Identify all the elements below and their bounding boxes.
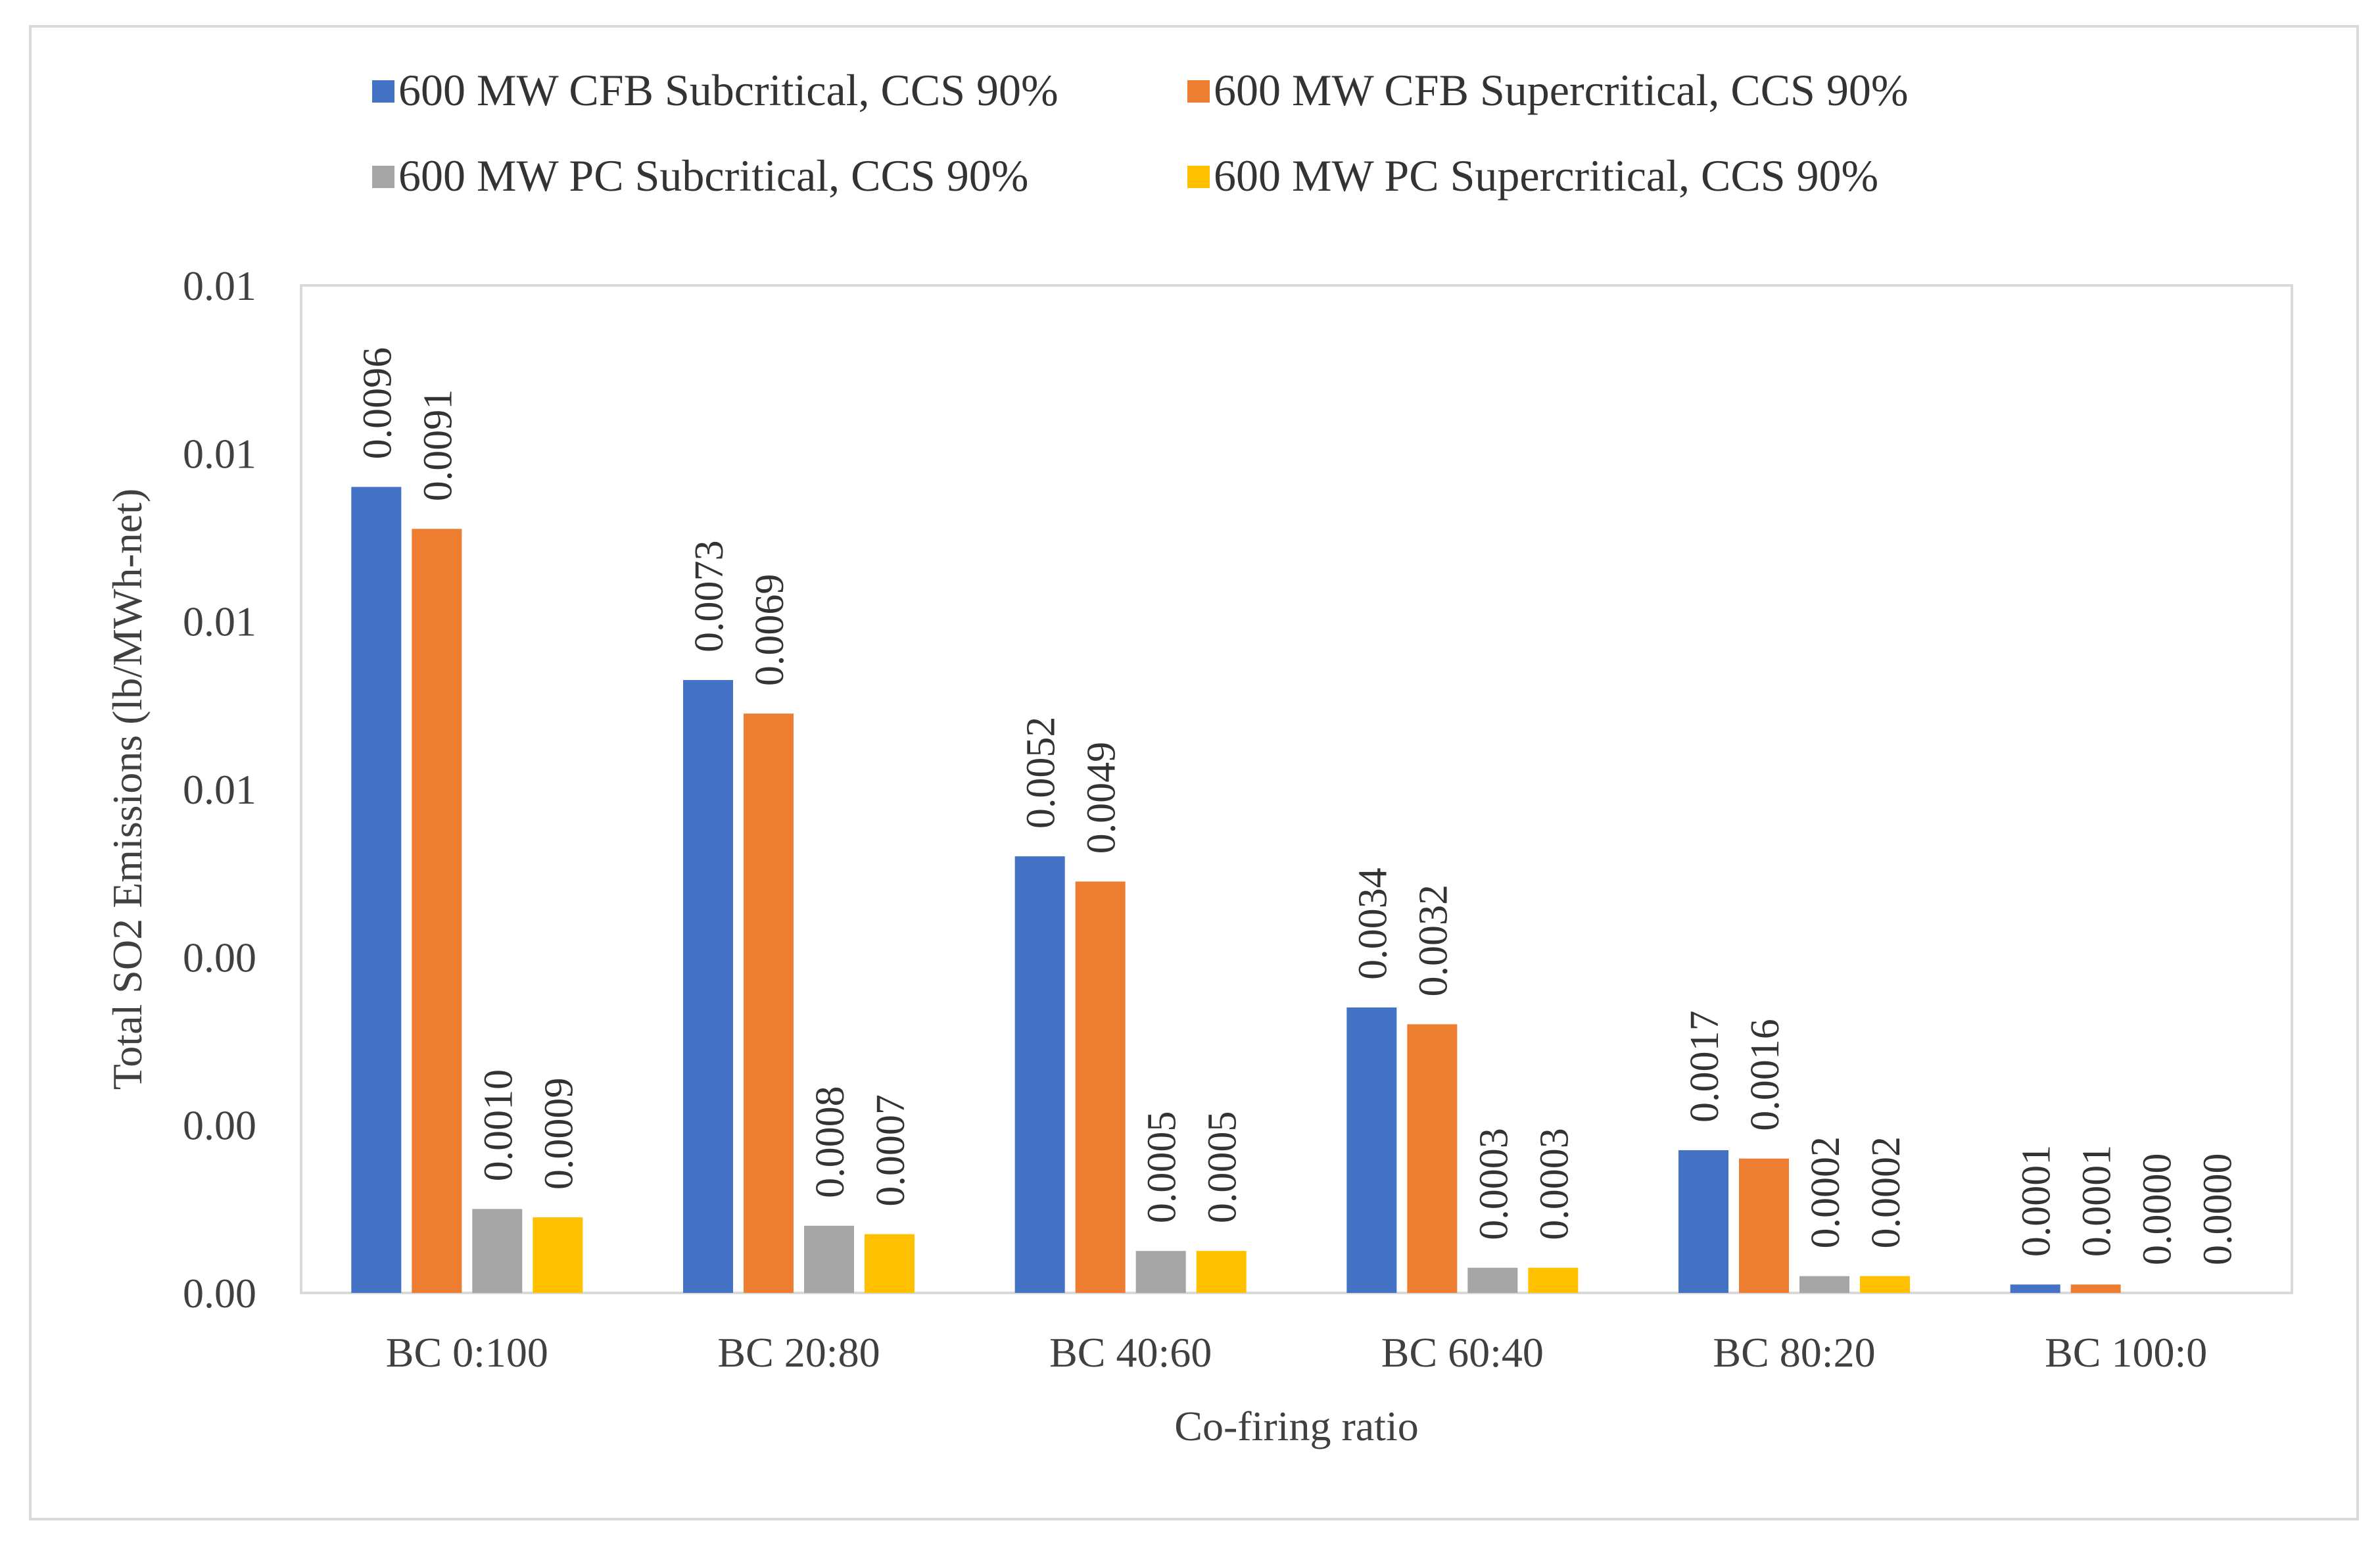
data-label-1-0: 0.0096 xyxy=(355,347,400,460)
data-label-3-4: 0.0002 xyxy=(1803,1136,1848,1249)
bar-2-bc-20-80 xyxy=(744,714,794,1293)
legend-swatch-4 xyxy=(1187,166,1210,188)
bar-4-bc-60-40 xyxy=(1528,1267,1579,1293)
data-label-3-0: 0.0010 xyxy=(476,1069,521,1182)
bar-3-bc-80-20 xyxy=(1799,1276,1849,1293)
legend-swatch-1 xyxy=(372,80,394,103)
y-tick-label-6: 0.01 xyxy=(183,262,256,309)
y-tick-label-2: 0.00 xyxy=(183,934,256,981)
bar-1-bc-40-60 xyxy=(1014,856,1065,1293)
data-label-4-2: 0.0005 xyxy=(1201,1111,1245,1224)
legend-label-1: 600 MW CFB Subcritical, CCS 90% xyxy=(398,65,1059,115)
data-label-2-4: 0.0016 xyxy=(1743,1019,1788,1131)
legend-swatch-2 xyxy=(1187,80,1210,103)
x-axis-title: Co-firing ratio xyxy=(1174,1403,1418,1449)
bar-4-bc-0-100 xyxy=(533,1217,583,1293)
legend-label-2: 600 MW CFB Supercritical, CCS 90% xyxy=(1214,65,1909,115)
bar-3-bc-40-60 xyxy=(1135,1251,1186,1293)
data-label-2-1: 0.0069 xyxy=(748,574,792,687)
data-label-4-5: 0.0000 xyxy=(2196,1153,2241,1266)
x-tick-label-4: BC 80:20 xyxy=(1713,1329,1875,1376)
bar-2-bc-80-20 xyxy=(1739,1158,1789,1293)
x-tick-label-2: BC 40:60 xyxy=(1049,1329,1212,1376)
data-label-1-3: 0.0034 xyxy=(1350,867,1395,980)
bar-1-bc-100-0 xyxy=(2010,1284,2060,1293)
data-label-1-1: 0.0073 xyxy=(687,541,732,653)
y-tick-label-4: 0.01 xyxy=(183,598,256,645)
y-axis-ticks: 0.00 0.00 0.00 0.01 0.01 0.01 0.01 xyxy=(183,262,256,1317)
y-axis-title: Total SO2 Emissions (lb/MWh-net) xyxy=(104,489,151,1090)
data-labels: 0.0096 0.0091 0.0010 0.0009 0.0073 0.0069 0.00… xyxy=(355,347,2240,1265)
legend-label-4: 600 MW PC Supercritical, CCS 90% xyxy=(1214,151,1878,201)
data-label-3-1: 0.0008 xyxy=(808,1086,853,1198)
bar-2-bc-0-100 xyxy=(412,529,462,1293)
x-tick-label-3: BC 60:40 xyxy=(1381,1329,1544,1376)
y-tick-label-5: 0.01 xyxy=(183,430,256,477)
data-label-3-3: 0.0003 xyxy=(1471,1128,1516,1240)
legend-swatch-3 xyxy=(372,166,394,188)
data-label-3-5: 0.0000 xyxy=(2135,1153,2180,1266)
y-tick-label-3: 0.01 xyxy=(183,766,256,813)
x-tick-label-5: BC 100:0 xyxy=(2045,1329,2207,1376)
data-label-4-1: 0.0007 xyxy=(869,1094,913,1207)
data-label-1-5: 0.0001 xyxy=(2014,1145,2059,1257)
y-tick-label-1: 0.00 xyxy=(183,1102,256,1149)
data-label-2-2: 0.0049 xyxy=(1080,742,1124,854)
bar-3-bc-60-40 xyxy=(1467,1267,1518,1293)
x-axis-ticks: BC 0:100 BC 20:80 BC 40:60 BC 60:40 BC 80:20… xyxy=(386,1329,2207,1376)
bar-1-bc-80-20 xyxy=(1678,1150,1728,1293)
data-label-2-0: 0.0091 xyxy=(416,389,460,502)
data-label-2-5: 0.0001 xyxy=(2075,1145,2120,1257)
bar-1-bc-0-100 xyxy=(351,487,402,1293)
data-label-3-2: 0.0005 xyxy=(1140,1111,1185,1224)
data-label-4-4: 0.0002 xyxy=(1864,1136,1909,1249)
bar-4-bc-80-20 xyxy=(1860,1276,1910,1293)
bar-2-bc-100-0 xyxy=(2070,1284,2121,1293)
bar-4-bc-20-80 xyxy=(865,1234,915,1293)
y-tick-label-0: 0.00 xyxy=(183,1270,256,1317)
data-label-2-3: 0.0032 xyxy=(1411,885,1456,997)
bar-3-bc-0-100 xyxy=(472,1209,523,1293)
bars xyxy=(351,487,2121,1293)
bar-2-bc-40-60 xyxy=(1075,881,1126,1293)
legend: 600 MW CFB Subcritical, CCS 90% 600 MW CF… xyxy=(372,65,1909,201)
bar-3-bc-20-80 xyxy=(804,1225,854,1293)
bar-2-bc-60-40 xyxy=(1407,1024,1458,1293)
x-tick-label-1: BC 20:80 xyxy=(717,1329,880,1376)
legend-label-3: 600 MW PC Subcritical, CCS 90% xyxy=(398,151,1028,201)
data-label-1-4: 0.0017 xyxy=(1682,1010,1727,1123)
data-label-1-2: 0.0052 xyxy=(1019,717,1064,829)
bar-1-bc-60-40 xyxy=(1346,1007,1397,1293)
data-label-4-3: 0.0003 xyxy=(1532,1128,1577,1240)
bar-1-bc-20-80 xyxy=(683,680,733,1293)
data-label-4-0: 0.0009 xyxy=(536,1078,581,1190)
x-tick-label-0: BC 0:100 xyxy=(386,1329,548,1376)
bar-4-bc-40-60 xyxy=(1196,1251,1247,1293)
